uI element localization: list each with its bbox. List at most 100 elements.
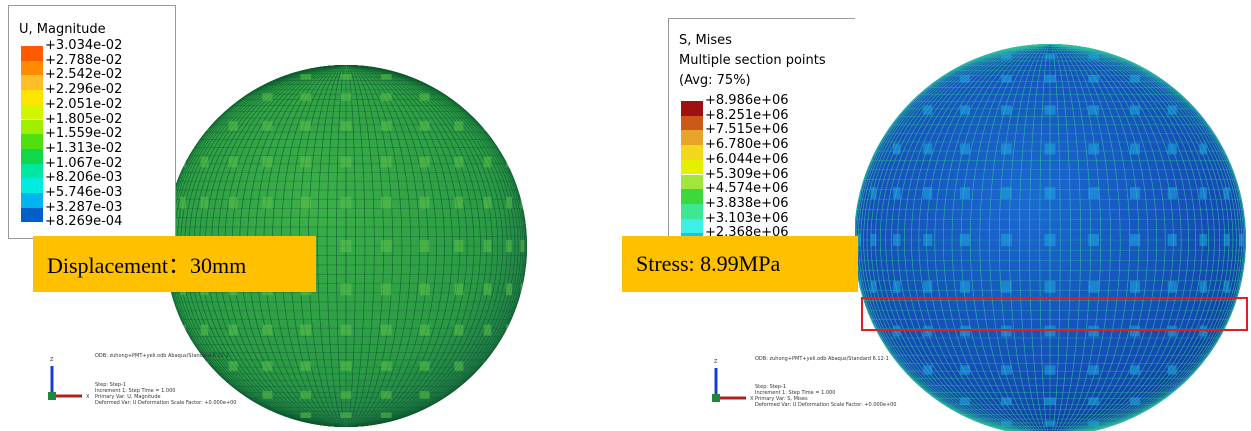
mesh-line (180, 121, 186, 130)
mesh-line (484, 240, 492, 252)
mesh-line (1088, 54, 1099, 60)
mesh-line (893, 420, 901, 426)
mesh-line (506, 93, 512, 101)
legend-swatch (681, 116, 703, 131)
mesh-line (1199, 326, 1207, 337)
mesh-line (520, 121, 524, 130)
mesh-line (1130, 420, 1140, 426)
mesh-line (1130, 187, 1140, 199)
mesh-line (520, 412, 524, 418)
mesh-line (1088, 326, 1099, 337)
mesh-line (381, 361, 392, 370)
legend-swatch (681, 204, 703, 219)
mesh-line (923, 75, 932, 83)
legend-swatch (21, 75, 43, 90)
legend-label: +1.067e-02 (45, 157, 122, 171)
mesh-line (341, 121, 352, 130)
mesh-line (1001, 365, 1012, 374)
mesh-line (229, 74, 238, 80)
mesh-line (857, 54, 861, 60)
step-info: Step: Step-1Increment 1: Step Time = 1.0… (95, 382, 237, 406)
legend-swatch (21, 164, 43, 179)
mesh-line (1224, 105, 1230, 114)
mesh-line (201, 93, 209, 101)
mesh-line (1130, 234, 1140, 246)
mesh-line (419, 197, 429, 209)
mesh-line (300, 361, 311, 370)
mesh-line (870, 105, 876, 114)
mesh-line (1199, 54, 1207, 60)
mesh-line (1045, 397, 1056, 405)
mesh-line (201, 121, 209, 130)
mesh-line (520, 74, 524, 80)
mesh-line (960, 143, 970, 154)
mesh-line (300, 93, 311, 101)
mesh-line (1239, 234, 1243, 246)
mesh-line (484, 412, 492, 418)
mesh-line (341, 93, 352, 101)
mesh-line (506, 74, 512, 80)
mesh-line (506, 361, 512, 370)
mesh-line (454, 412, 463, 418)
legend-label: +1.559e-02 (45, 127, 122, 141)
mesh-line (484, 391, 492, 399)
mesh-line (180, 361, 186, 370)
mesh-line (870, 365, 876, 374)
legend-label: +3.287e-03 (45, 201, 122, 215)
mesh-line (419, 283, 429, 295)
mesh-line (1130, 397, 1140, 405)
legend-title: U, Magnitude (19, 22, 106, 37)
mesh-line (893, 365, 901, 374)
mesh-line (960, 234, 970, 246)
mesh-line (1168, 54, 1177, 60)
mesh-line (1199, 365, 1207, 374)
mesh-line (262, 156, 272, 167)
mesh-line (201, 156, 209, 167)
mesh-line (419, 121, 429, 130)
mesh-line (923, 397, 932, 405)
render-view (0, 0, 1251, 431)
mesh-line (454, 283, 463, 295)
legend-label: +8.251e+06 (705, 109, 789, 123)
mesh-line (1088, 281, 1099, 293)
mesh-line (300, 197, 311, 209)
mesh-line (520, 391, 524, 399)
mesh-line (262, 412, 272, 418)
axis-label: X (750, 396, 753, 402)
mesh-line (1045, 54, 1056, 60)
mesh-line (484, 156, 492, 167)
mesh-line (300, 412, 311, 418)
mesh-line (262, 197, 272, 209)
mesh-line (893, 54, 901, 60)
mesh-line (484, 93, 492, 101)
legend-swatch (21, 149, 43, 164)
mesh-line (506, 197, 512, 209)
mesh-line (262, 391, 272, 399)
mesh-line (180, 325, 186, 336)
mesh-line (484, 361, 492, 370)
mesh-line (381, 93, 392, 101)
mesh-line (923, 143, 932, 154)
mesh-line (893, 143, 901, 154)
mesh-line (201, 325, 209, 336)
mesh-line (923, 187, 932, 199)
mesh-line (201, 197, 209, 209)
mesh-line (229, 412, 238, 418)
legend-label: +2.542e-02 (45, 68, 122, 82)
mesh-line (893, 326, 901, 337)
mesh-line (1224, 326, 1230, 337)
legend-label: +3.034e-02 (45, 39, 122, 53)
mesh-line (923, 54, 932, 60)
mesh-line (1199, 75, 1207, 83)
mesh-line (381, 412, 392, 418)
axis-label: Z (50, 357, 53, 363)
mesh-line (870, 187, 876, 199)
mesh-line (381, 156, 392, 167)
mesh-line (300, 156, 311, 167)
mesh-line (454, 197, 463, 209)
legend-subtitle: (Avg: 75%) (679, 73, 751, 88)
mesh-line (1045, 420, 1056, 426)
legend-label: +8.986e+06 (705, 94, 789, 108)
mesh-line (1224, 420, 1230, 426)
mesh-line (1001, 420, 1012, 426)
